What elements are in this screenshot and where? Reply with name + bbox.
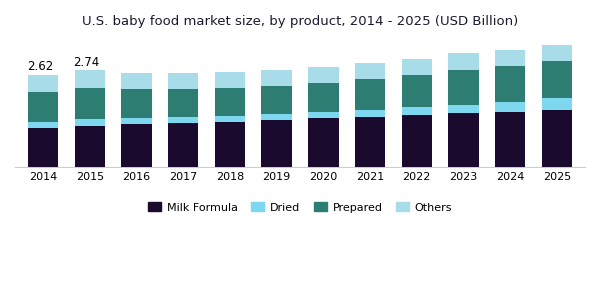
Title: U.S. baby food market size, by product, 2014 - 2025 (USD Billion): U.S. baby food market size, by product, … (82, 15, 518, 28)
Bar (168, 117, 199, 123)
Bar (28, 128, 58, 167)
Bar (542, 45, 572, 61)
Bar (401, 107, 432, 115)
Text: 2.62: 2.62 (26, 60, 53, 73)
Bar (121, 89, 152, 118)
Bar (542, 61, 572, 98)
Bar (401, 115, 432, 167)
Bar (168, 73, 199, 89)
Bar (121, 73, 152, 89)
Bar (74, 88, 105, 119)
Bar (262, 120, 292, 167)
Bar (355, 79, 385, 110)
Bar (448, 53, 479, 70)
Bar (121, 118, 152, 124)
Bar (401, 59, 432, 75)
Legend: Milk Formula, Dried, Prepared, Others: Milk Formula, Dried, Prepared, Others (143, 198, 457, 217)
Bar (308, 83, 338, 112)
Bar (495, 50, 526, 66)
Bar (28, 75, 58, 92)
Bar (121, 124, 152, 167)
Bar (495, 102, 526, 112)
Bar (355, 117, 385, 167)
Bar (355, 110, 385, 117)
Bar (74, 119, 105, 126)
Bar (401, 75, 432, 107)
Bar (74, 126, 105, 167)
Bar (355, 63, 385, 79)
Bar (542, 98, 572, 110)
Text: 2.74: 2.74 (73, 56, 100, 69)
Bar (215, 122, 245, 167)
Bar (215, 72, 245, 88)
Bar (28, 122, 58, 128)
Bar (308, 112, 338, 118)
Bar (168, 89, 199, 117)
Bar (448, 105, 479, 113)
Bar (495, 112, 526, 167)
Bar (495, 66, 526, 102)
Bar (215, 116, 245, 122)
Bar (262, 70, 292, 86)
Bar (308, 67, 338, 83)
Bar (215, 88, 245, 116)
Bar (28, 92, 58, 122)
Bar (308, 118, 338, 167)
Bar (168, 123, 199, 167)
Bar (262, 86, 292, 114)
Bar (448, 70, 479, 105)
Bar (74, 71, 105, 88)
Bar (448, 113, 479, 167)
Bar (542, 110, 572, 167)
Bar (262, 114, 292, 120)
